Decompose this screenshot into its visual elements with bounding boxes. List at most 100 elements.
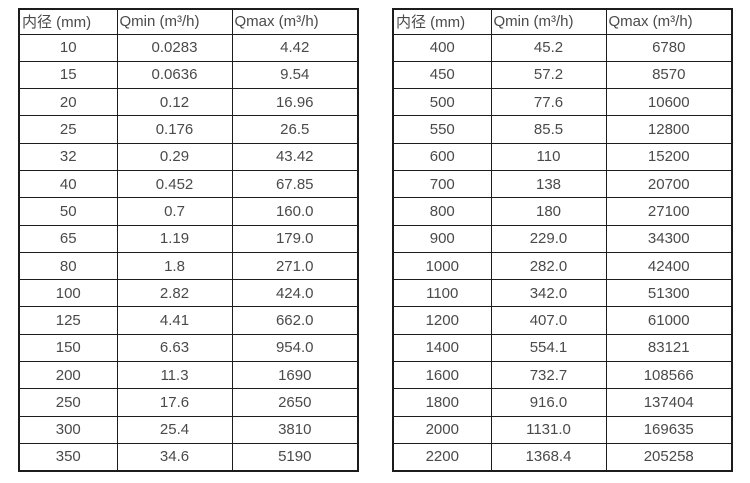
table-cell: 10600 xyxy=(605,88,733,117)
table-cell: 662.0 xyxy=(231,306,359,335)
table-row: 内径 (mm) Qmin (m³/h) Qmax (m³/h) xyxy=(18,8,359,35)
table-cell: 1131.0 xyxy=(490,415,607,444)
table-header-row: 内径 (mm) Qmin (m³/h) Qmax (m³/h) xyxy=(392,8,733,35)
table-cell: 51300 xyxy=(605,279,733,308)
table-cell: 342.0 xyxy=(490,279,607,308)
table-cell: 200 xyxy=(18,361,118,390)
table-cell: 26.5 xyxy=(231,115,359,144)
table-cell: 85.5 xyxy=(490,115,607,144)
table-cell: 424.0 xyxy=(231,279,359,308)
table-cell: 1200 xyxy=(392,306,492,335)
table-cell: 732.7 xyxy=(490,361,607,390)
table-cell: 500 xyxy=(392,88,492,117)
table-cell: 1800 xyxy=(392,388,492,417)
table-row: 125 4.41 662.0 xyxy=(18,306,359,335)
table-cell: 1690 xyxy=(231,361,359,390)
table-cell: 160.0 xyxy=(231,197,359,226)
table-cell: 205258 xyxy=(605,442,733,472)
table-cell: 350 xyxy=(18,442,118,472)
table-cell: 34300 xyxy=(605,224,733,253)
table-row: 50 0.7 160.0 xyxy=(18,197,359,226)
table-cell: 0.29 xyxy=(116,142,233,171)
table-cell: 42400 xyxy=(605,251,733,281)
table-cell: 250 xyxy=(18,388,118,417)
table-row: 600 110 15200 xyxy=(392,142,733,171)
table-cell: 8570 xyxy=(605,60,733,90)
header-cell: 内径 (mm) xyxy=(392,8,492,35)
table-cell: 1368.4 xyxy=(490,442,607,472)
table-cell: 32 xyxy=(18,142,118,171)
table-cell: 0.0283 xyxy=(116,33,233,62)
table-cell: 10 xyxy=(18,33,118,62)
table-cell: 15200 xyxy=(605,142,733,171)
table-cell: 65 xyxy=(18,224,118,253)
table-row: 1200 407.0 61000 xyxy=(392,306,733,335)
table-cell: 450 xyxy=(392,60,492,90)
table-cell: 1.8 xyxy=(116,251,233,281)
table-cell: 229.0 xyxy=(490,224,607,253)
table-row: 25 0.176 26.5 xyxy=(18,115,359,144)
table-cell: 20700 xyxy=(605,169,733,199)
table-cell: 0.176 xyxy=(116,115,233,144)
table-cell: 6780 xyxy=(605,33,733,62)
table-row: 800 180 27100 xyxy=(392,197,733,226)
table-cell: 12800 xyxy=(605,115,733,144)
table-row: 400 45.2 6780 xyxy=(392,33,733,62)
header-cell: 内径 (mm) xyxy=(18,8,118,35)
header-cell: Qmax (m³/h) xyxy=(231,8,359,35)
table-cell: 137404 xyxy=(605,388,733,417)
table-cell: 3810 xyxy=(231,415,359,444)
table-cell: 180 xyxy=(490,197,607,226)
table-cell: 27100 xyxy=(605,197,733,226)
table-row: 150 6.63 954.0 xyxy=(18,333,359,363)
table-cell: 800 xyxy=(392,197,492,226)
table-row: 10 0.0283 4.42 xyxy=(18,33,359,62)
table-row: 32 0.29 43.42 xyxy=(18,142,359,171)
table-cell: 67.85 xyxy=(231,169,359,199)
flow-range-table-large-diameters: 内径 (mm) Qmin (m³/h) Qmax (m³/h) 400 45.2 678… xyxy=(392,8,733,472)
header-cell: Qmin (m³/h) xyxy=(490,8,607,35)
table-row: 100 2.82 424.0 xyxy=(18,279,359,308)
table-cell: 9.54 xyxy=(231,60,359,90)
table-row: 2000 1131.0 169635 xyxy=(392,415,733,444)
table-cell: 11.3 xyxy=(116,361,233,390)
table-cell: 554.1 xyxy=(490,333,607,363)
table-cell: 1600 xyxy=(392,361,492,390)
table-row: 250 17.6 2650 xyxy=(18,388,359,417)
header-cell: Qmin (m³/h) xyxy=(116,8,233,35)
table-cell: 300 xyxy=(18,415,118,444)
table-row: 200 11.3 1690 xyxy=(18,361,359,390)
table-cell: 25.4 xyxy=(116,415,233,444)
table-cell: 2200 xyxy=(392,442,492,472)
table-cell: 407.0 xyxy=(490,306,607,335)
table-cell: 2000 xyxy=(392,415,492,444)
table-cell: 2650 xyxy=(231,388,359,417)
table-body: 400 45.2 6780 450 57.2 8570 500 77.6 10600 550 85.… xyxy=(392,33,733,472)
table-row: 内径 (mm) Qmin (m³/h) Qmax (m³/h) xyxy=(392,8,733,35)
table-cell: 4.41 xyxy=(116,306,233,335)
table-cell: 45.2 xyxy=(490,33,607,62)
table-row: 1600 732.7 108566 xyxy=(392,361,733,390)
table-cell: 17.6 xyxy=(116,388,233,417)
table-cell: 5190 xyxy=(231,442,359,472)
table-cell: 700 xyxy=(392,169,492,199)
table-row: 20 0.12 16.96 xyxy=(18,88,359,117)
table-cell: 900 xyxy=(392,224,492,253)
table-cell: 550 xyxy=(392,115,492,144)
table-cell: 4.42 xyxy=(231,33,359,62)
table-row: 350 34.6 5190 xyxy=(18,442,359,472)
table-cell: 400 xyxy=(392,33,492,62)
table-cell: 50 xyxy=(18,197,118,226)
table-row: 550 85.5 12800 xyxy=(392,115,733,144)
table-cell: 108566 xyxy=(605,361,733,390)
table-cell: 0.0636 xyxy=(116,60,233,90)
table-cell: 15 xyxy=(18,60,118,90)
table-cell: 125 xyxy=(18,306,118,335)
table-row: 1800 916.0 137404 xyxy=(392,388,733,417)
table-cell: 80 xyxy=(18,251,118,281)
table-cell: 138 xyxy=(490,169,607,199)
table-cell: 179.0 xyxy=(231,224,359,253)
table-row: 450 57.2 8570 xyxy=(392,60,733,90)
table-cell: 954.0 xyxy=(231,333,359,363)
